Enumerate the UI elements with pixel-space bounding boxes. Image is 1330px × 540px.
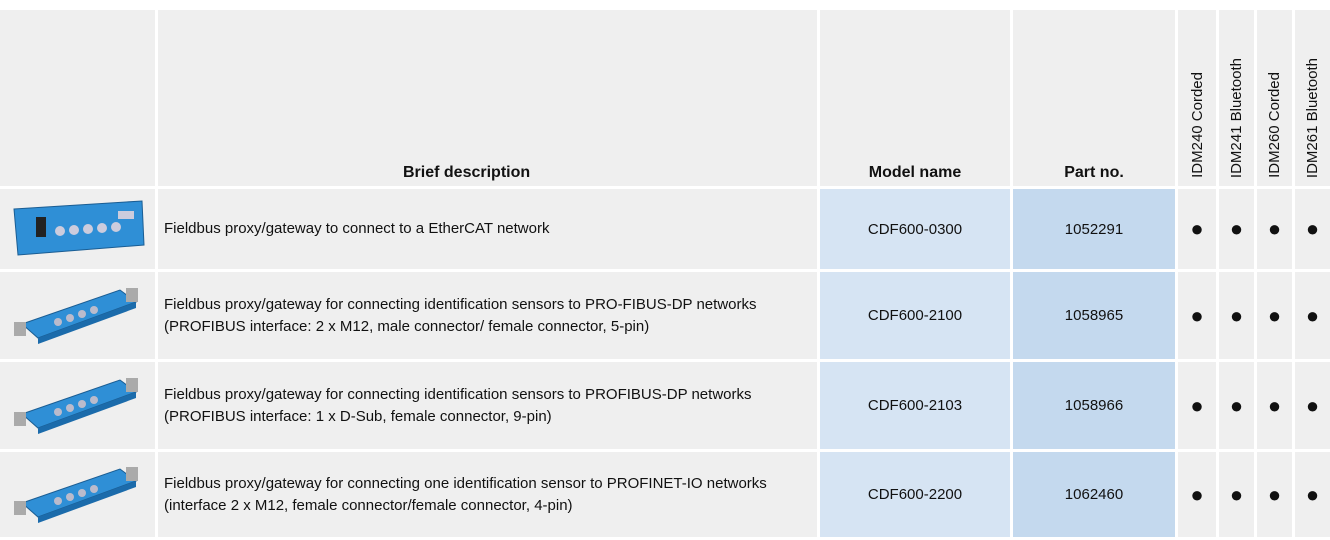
description-cell: Fieldbus proxy/gateway to connect to a E… (158, 189, 817, 269)
header-cell: IDM240 Corded (1178, 10, 1216, 186)
part-cell: 1052291 (1013, 189, 1175, 269)
header-cell: IDM261 Bluetooth (1295, 10, 1330, 186)
product-table-wrap: Brief description Model name Part no. ID… (0, 10, 1330, 540)
model-cell: CDF600-2100 (820, 272, 1010, 359)
availability-dot: ● (1257, 272, 1292, 359)
availability-dot: ● (1219, 272, 1254, 359)
header-text: IDM260 Corded (1266, 72, 1283, 178)
availability-dot: ● (1295, 362, 1330, 449)
availability-dot: ● (1257, 362, 1292, 449)
availability-dot: ● (1257, 189, 1292, 269)
description-cell: Fieldbus proxy/gateway for connecting on… (158, 452, 817, 537)
part-cell: 1062460 (1013, 452, 1175, 537)
header-cell: Model name (820, 10, 1010, 186)
header-row: Brief description Model name Part no. ID… (0, 10, 1330, 186)
table-row: Fieldbus proxy/gateway to connect to a E… (0, 189, 1330, 269)
header-text: IDM240 Corded (1188, 72, 1206, 178)
part-cell: 1058965 (1013, 272, 1175, 359)
header-cell: Part no. (1013, 10, 1175, 186)
part-cell: 1058966 (1013, 362, 1175, 449)
availability-dot: ● (1178, 189, 1216, 269)
product-image (0, 272, 155, 359)
table-row: Fieldbus proxy/gateway for connecting on… (0, 452, 1330, 537)
availability-dot: ● (1295, 189, 1330, 269)
header-image (0, 10, 155, 186)
description-cell: Fieldbus proxy/gateway for connecting id… (158, 272, 817, 359)
device-icon (13, 466, 138, 523)
availability-dot: ● (1178, 272, 1216, 359)
table-body: Fieldbus proxy/gateway to connect to a E… (0, 189, 1330, 537)
header-cell: IDM260 Corded (1257, 10, 1292, 186)
model-cell: CDF600-2103 (820, 362, 1010, 449)
model-cell: CDF600-2200 (820, 452, 1010, 537)
availability-dot: ● (1219, 452, 1254, 537)
header-cell: IDM241 Bluetooth (1219, 10, 1254, 186)
availability-dot: ● (1219, 189, 1254, 269)
availability-dot: ● (1178, 362, 1216, 449)
header-cell: Brief description (158, 10, 817, 186)
availability-dot: ● (1257, 452, 1292, 537)
availability-dot: ● (1219, 362, 1254, 449)
model-cell: CDF600-0300 (820, 189, 1010, 269)
availability-dot: ● (1295, 272, 1330, 359)
device-icon (13, 287, 138, 344)
header-text: IDM261 Bluetooth (1304, 57, 1321, 178)
availability-dot: ● (1295, 452, 1330, 537)
table-row: Fieldbus proxy/gateway for connecting id… (0, 272, 1330, 359)
header-text: IDM241 Bluetooth (1228, 57, 1245, 178)
availability-dot: ● (1178, 452, 1216, 537)
product-image (0, 452, 155, 537)
table-row: Fieldbus proxy/gateway for connecting id… (0, 362, 1330, 449)
product-table: Brief description Model name Part no. ID… (0, 7, 1330, 540)
product-image (0, 362, 155, 449)
description-cell: Fieldbus proxy/gateway for connecting id… (158, 362, 817, 449)
device-icon (12, 200, 145, 256)
device-icon (13, 377, 138, 434)
product-image (0, 189, 155, 269)
